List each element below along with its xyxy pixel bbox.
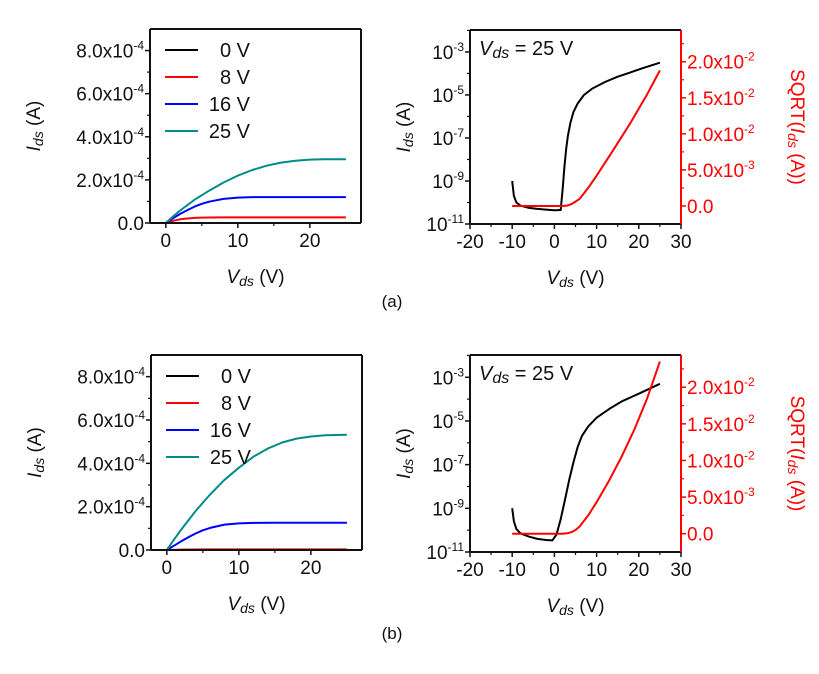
- y2-tick-label: 1.0x10-2: [687, 122, 755, 146]
- x-axis-title: Vds (V): [227, 594, 285, 616]
- chart-b-transfer: -20 -10 0 10 20 30 10-11 10-9 10-7 10-5 10-3 0.0 5.0…: [394, 354, 807, 618]
- y-tick-label: 8.0x10-4: [76, 39, 144, 63]
- series-line-ids-log-: [511, 61, 661, 212]
- y-tick-label: 10-11: [426, 212, 464, 236]
- y-tick-label: 10-9: [432, 169, 464, 193]
- panel-label-b: (b): [382, 624, 403, 643]
- y-tick-label: 4.0x10-4: [77, 451, 145, 475]
- legend-label: 8 V: [221, 393, 252, 415]
- x-tick-label: 10: [586, 560, 607, 581]
- y-tick-label: 10-7: [432, 453, 464, 477]
- x-tick-label: -20: [456, 232, 483, 253]
- x-tick-label: 0: [549, 232, 560, 253]
- y-tick-label: 8.0x10-4: [77, 365, 145, 389]
- y-axis-title: Ids (A): [24, 101, 46, 152]
- y-tick-label: 10-7: [432, 126, 464, 150]
- vds-annotation: Vds = 25 V: [479, 38, 574, 62]
- x-tick-label: 0: [549, 560, 560, 581]
- legend-label: 8 V: [220, 67, 251, 89]
- x-tick-label: 10: [586, 232, 607, 253]
- x-tick-label: -20: [456, 560, 483, 581]
- legend-label: 16 V: [209, 94, 251, 116]
- y2-tick-label: 2.0x10-2: [687, 375, 755, 399]
- series-line-16-v: [166, 521, 347, 550]
- y-tick-label: 2.0x10-4: [76, 168, 144, 192]
- panel-label-a: (a): [382, 292, 403, 311]
- x-tick-label: 20: [628, 232, 649, 253]
- y2-axis-title: SQRT(Ids (A)): [785, 69, 807, 185]
- y2-tick-label: 1.5x10-2: [687, 86, 755, 110]
- y2-tick-label: 1.5x10-2: [687, 412, 755, 436]
- y-tick-label: 2.0x10-4: [77, 495, 145, 519]
- series-line-8-v: [165, 216, 346, 223]
- series-line-sqrt-ids-: [512, 361, 661, 535]
- y-tick-label: 0.0: [118, 214, 144, 235]
- y2-tick-label: 0.0: [687, 525, 713, 546]
- series-line-25-v: [165, 158, 346, 223]
- y2-tick-label: 5.0x10-3: [687, 158, 755, 182]
- legend: 0 V 8 V 16 V 25 V: [165, 40, 251, 143]
- y-tick-label: 10-9: [432, 496, 464, 520]
- y2-tick-label: 2.0x10-2: [687, 50, 755, 74]
- y2-tick-label: 5.0x10-3: [687, 485, 755, 509]
- y-tick-label: 10-3: [432, 40, 464, 64]
- y-tick-label: 6.0x10-4: [77, 408, 145, 432]
- x-tick-label: 0: [162, 558, 173, 579]
- x-tick-label: 0: [161, 231, 172, 252]
- x-tick-label: 20: [628, 560, 649, 581]
- x-tick-label: 10: [228, 558, 249, 579]
- chart-a-transfer: -20 -10 0 10 20 30 10-11 10-9 10-7 10-5 10-3 0.0 5.0…: [394, 29, 807, 290]
- series-line-16-v: [165, 196, 346, 223]
- legend-label: 0 V: [220, 40, 251, 62]
- legend: 0 V 8 V 16 V 25 V: [166, 366, 252, 469]
- legend-label: 0 V: [221, 366, 252, 388]
- y-axis-title: Ids (A): [394, 102, 416, 153]
- y-tick-label: 10-5: [432, 409, 464, 433]
- y-axis-title: Ids (A): [394, 428, 416, 479]
- x-tick-label: 20: [300, 558, 321, 579]
- y-tick-label: 10-5: [432, 83, 464, 107]
- y2-tick-label: 0.0: [687, 197, 713, 218]
- series-line-25-v: [165, 433, 347, 550]
- y-tick-label: 10-3: [432, 365, 464, 389]
- x-axis-title: Vds (V): [546, 596, 604, 618]
- legend-label: 25 V: [209, 121, 251, 143]
- x-tick-label: -10: [498, 560, 525, 581]
- series-line-sqrt-ids-: [512, 69, 661, 207]
- y-tick-label: 10-11: [426, 540, 464, 564]
- x-tick-label: 10: [227, 231, 248, 252]
- y2-axis-title: SQRT(Ids (A)): [785, 396, 807, 512]
- vds-annotation: Vds = 25 V: [479, 363, 574, 387]
- chart-b-output: 0 10 20 0.0 2.0x10-4 4.0x10-4 6.0x10-4 8.0x10-4…: [25, 354, 363, 616]
- x-tick-label: 30: [670, 232, 691, 253]
- legend-label: 25 V: [210, 447, 252, 469]
- x-tick-label: -10: [498, 232, 525, 253]
- y-tick-label: 4.0x10-4: [76, 125, 144, 149]
- y-tick-label: 6.0x10-4: [76, 82, 144, 106]
- x-tick-label: 30: [670, 560, 691, 581]
- y2-tick-label: 1.0x10-2: [687, 448, 755, 472]
- y-axis-title: Ids (A): [25, 427, 47, 478]
- legend-label: 16 V: [210, 420, 252, 442]
- x-axis-title: Vds (V): [546, 268, 604, 290]
- x-tick-label: 20: [299, 231, 320, 252]
- x-axis-title: Vds (V): [226, 267, 284, 289]
- chart-a-output: 0 10 20 0.0 2.0x10-4 4.0x10-4 6.0x10-4 8.0x10-4…: [24, 28, 362, 289]
- y-tick-label: 0.0: [119, 541, 145, 562]
